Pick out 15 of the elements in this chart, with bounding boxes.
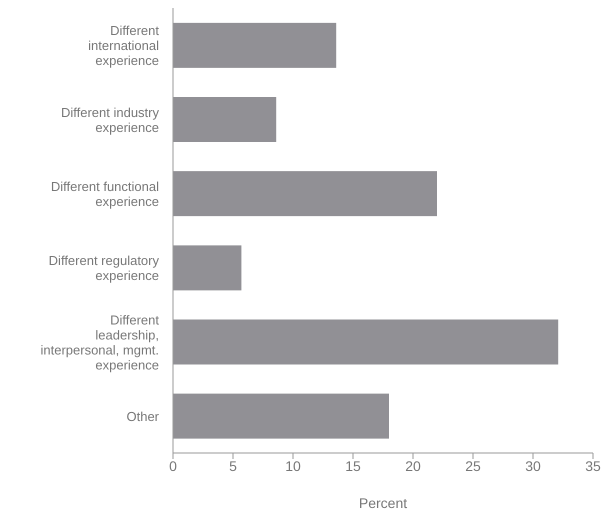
x-tick-label: 20 (405, 458, 421, 474)
x-tick-label: 30 (525, 458, 541, 474)
x-axis-title: Percent (358, 495, 408, 511)
x-tick-label: 25 (465, 458, 481, 474)
x-tick-label: 0 (169, 458, 178, 474)
x-tick-label: 10 (285, 458, 301, 474)
y-tick-label: Different functional experience (50, 178, 160, 208)
x-tick-label: 35 (585, 458, 601, 474)
y-tick-label: Other (126, 408, 160, 424)
y-tick-label: Different regulatory experience (48, 252, 160, 283)
y-tick-label: Different international experience (88, 22, 160, 68)
y-tick-label: Different industry experience (60, 104, 160, 134)
x-tick-label: 5 (229, 458, 238, 474)
y-tick-label: Different leadership, interpersonal, mgmt. experience (40, 312, 160, 372)
x-tick-label: 15 (345, 458, 361, 474)
